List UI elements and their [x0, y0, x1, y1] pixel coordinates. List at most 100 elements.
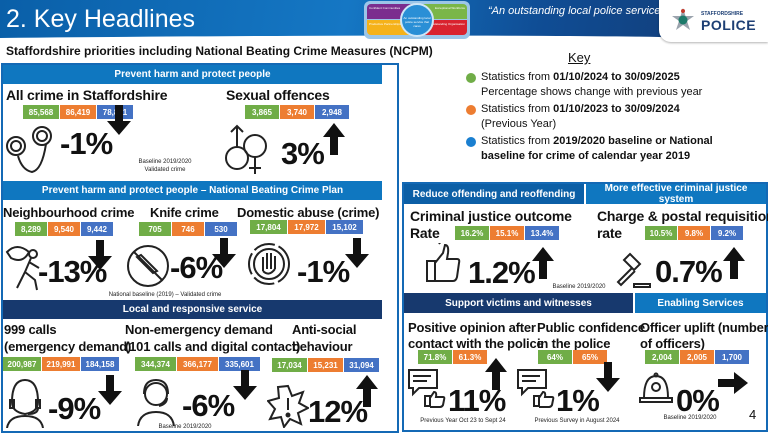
key-text: Statistics from	[481, 103, 554, 115]
stat-boxes: 8,289 9,540 9,442	[15, 222, 113, 236]
stat-current: 705	[139, 222, 171, 236]
stat-boxes: 71.8% 61.3%	[418, 350, 487, 364]
title-line: Charge & postal requisition	[597, 208, 768, 224]
arrow-down-icon	[107, 105, 131, 135]
stat-baseline: 15,102	[326, 220, 363, 234]
stat-current: 10.5%	[645, 226, 677, 240]
stat-previous: 3,740	[280, 105, 314, 119]
stat-current: 71.8%	[418, 350, 452, 364]
orange-dot-icon	[466, 105, 476, 115]
stat-boxes: 16.2% 15.1% 13.4%	[455, 226, 559, 240]
change-percent: 12%	[308, 394, 368, 429]
section-header: Prevent harm and protect people	[3, 65, 382, 84]
stat-boxes: 64% 65%	[538, 350, 607, 364]
stat-current: 200,987	[3, 357, 41, 371]
arrow-up-icon	[356, 375, 378, 407]
stat-boxes: 17,034 15,231 31,094	[272, 358, 379, 372]
title-line: contact with the police	[408, 336, 544, 351]
title-line: Non-emergency demand	[125, 322, 273, 337]
metric-title: All crime in Staffordshire	[6, 87, 168, 103]
baseline-note: National baseline (2019) – Validated cri…	[108, 292, 222, 298]
title-line: Rate	[410, 225, 440, 241]
note-line: Baseline 2019/2020	[138, 159, 192, 165]
arrow-down-icon	[345, 238, 369, 268]
stat-baseline: 13.4%	[525, 226, 559, 240]
key-text: Statistics from	[481, 135, 554, 147]
stat-previous: 61.3%	[453, 350, 487, 364]
handcuffs-icon	[6, 126, 52, 174]
change-percent: -1%	[297, 254, 350, 289]
change-percent: 1.2%	[468, 255, 536, 290]
stat-previous: 366,177	[177, 357, 218, 371]
arrow-down-icon	[98, 375, 122, 405]
change-percent: -6%	[170, 250, 223, 285]
page-number: 4	[749, 407, 757, 422]
metric-title: Charge & postal requisition rate	[597, 209, 768, 241]
metric-title: Knife crime	[150, 205, 219, 220]
slogan: “An outstanding local police service”	[488, 5, 665, 17]
stat-current: 3,865	[245, 105, 279, 119]
section-header: Enabling Services	[635, 293, 766, 313]
stat-previous: 9,540	[48, 222, 80, 236]
stat-boxes: 200,987 219,991 184,158	[3, 357, 119, 371]
stat-baseline: 31,094	[344, 358, 379, 372]
no-knife-icon	[127, 245, 169, 287]
key-dates: 01/10/2023 to 30/09/2024	[553, 103, 680, 115]
metric-title: Positive opinion after contact with the p…	[408, 320, 544, 351]
stat-previous: 219,991	[42, 357, 80, 371]
title-line: rate	[597, 225, 622, 241]
stat-current: 2,004	[645, 350, 679, 364]
stat-boxes: 705 746 530	[139, 222, 237, 236]
stat-previous: 15,231	[308, 358, 343, 372]
baseline-note: Baseline 2019/2020	[552, 284, 606, 290]
stat-previous: 86,419	[60, 105, 96, 119]
metric-title: Anti-social behaviour	[292, 322, 356, 354]
metric-title: Sexual offences	[226, 87, 330, 103]
arrow-down-icon	[212, 238, 236, 268]
police-helmet-icon	[639, 372, 673, 403]
stat-current: 8,289	[15, 222, 47, 236]
title-line: behaviour	[292, 339, 353, 354]
stat-boxes: 10.5% 9.8% 9.2%	[645, 226, 743, 240]
arrow-up-icon	[323, 123, 345, 155]
alert-burst-icon	[267, 384, 309, 428]
baseline-note: Baseline 2019/2020	[663, 415, 717, 421]
headset-operator-icon	[137, 378, 175, 426]
section-header: Prevent harm and protect people – Nation…	[3, 181, 382, 200]
section-header: Support victims and witnesses	[404, 293, 633, 313]
metric-title: Non-emergency demand (101 calls and digit…	[125, 322, 300, 354]
stat-baseline: 335,601	[219, 357, 260, 371]
comparison-note: Previous Survey in August 2024	[534, 418, 620, 424]
stat-current: 17,034	[272, 358, 307, 372]
stat-previous: 17,972	[288, 220, 325, 234]
police-logo: STAFFORDSHIRE POLICE	[659, 0, 768, 42]
title-line: Anti-social	[292, 322, 357, 337]
stat-baseline: 2,948	[315, 105, 349, 119]
key-title: Key	[568, 50, 591, 65]
key-item-baseline: Statistics from 2019/2020 baseline or Na…	[466, 134, 713, 164]
key-item-previous: Statistics from 01/10/2023 to 30/09/2024…	[466, 102, 680, 132]
change-percent: 3%	[281, 136, 325, 171]
key-text: Statistics from	[481, 71, 554, 83]
stat-boxes: 344,374 366,177 335,601	[135, 357, 260, 371]
logo-center: An outstanding local police service that…	[400, 3, 434, 37]
change-percent: -6%	[182, 388, 235, 423]
section-header: Reduce offending and reoffending	[404, 184, 584, 204]
subtitle: Staffordshire priorities including Natio…	[6, 44, 433, 58]
title-line: Officer uplift (number	[640, 320, 768, 335]
title-line: Public confidence	[537, 320, 645, 335]
stat-previous: 2,005	[680, 350, 714, 364]
key-text: Percentage shows change with previous ye…	[481, 86, 703, 98]
title-line: Criminal justice outcome	[410, 208, 572, 224]
stat-previous: 15.1%	[490, 226, 524, 240]
feedback-thumbs-icon	[408, 369, 446, 408]
metric-title: Public confidence in the police	[537, 320, 645, 351]
stat-boxes: 17,804 17,972 15,102	[250, 220, 363, 234]
stat-current: 64%	[538, 350, 572, 364]
title-line: 999 calls	[4, 322, 57, 337]
feedback-thumbs-icon	[517, 369, 555, 408]
change-percent: -1%	[60, 126, 113, 161]
stat-baseline: 9.2%	[711, 226, 743, 240]
headset-operator-icon	[6, 378, 44, 428]
right-panel	[402, 182, 768, 432]
